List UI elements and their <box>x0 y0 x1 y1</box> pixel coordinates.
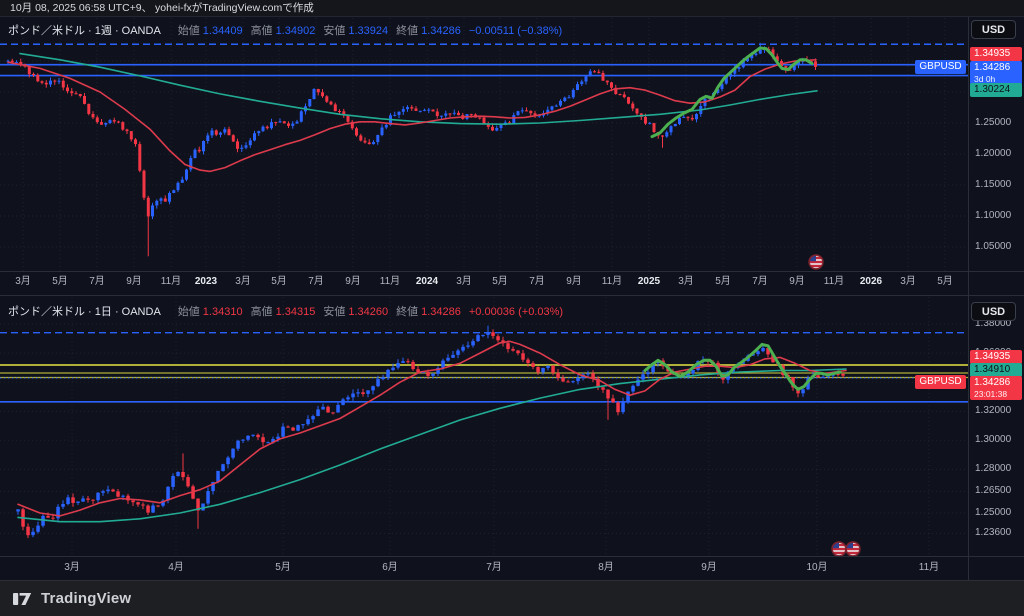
close-label: 終値 <box>396 306 419 318</box>
high-value: 1.34315 <box>275 306 316 318</box>
daily-ma_green-line <box>643 342 842 391</box>
economic-event-flag-icon[interactable] <box>832 542 846 556</box>
economic-event-flag-icon[interactable] <box>809 255 823 269</box>
open-value: 1.34310 <box>202 306 243 318</box>
economic-event-flag-icon[interactable] <box>846 542 860 556</box>
weekly-price-scale[interactable] <box>968 18 1024 272</box>
daily-ma_red-line <box>17 340 847 517</box>
weekly-time-axis[interactable] <box>0 272 968 295</box>
tradingview-brand-text[interactable]: TradingView <box>41 590 132 607</box>
change-value: −0.00511 (−0.38%) <box>468 25 563 37</box>
daily-chart-legend[interactable]: ポンド／米ドル · 1日 · OANDA 始値 1.34310 高値 1.34315 安値… <box>8 303 563 319</box>
close-value: 1.34286 <box>421 306 461 318</box>
open-label: 始値 <box>177 306 200 318</box>
low-value: 1.34260 <box>348 306 389 318</box>
open-label: 始値 <box>177 25 200 37</box>
daily-symbol-title: ポンド／米ドル · 1日 · OANDA <box>8 306 161 318</box>
change-value: +0.00036 (+0.03%) <box>468 306 564 318</box>
daily-grid <box>0 297 968 557</box>
weekly-ma_green-line <box>650 46 814 139</box>
weekly-symbol-title: ポンド／米ドル · 1週 · OANDA <box>8 25 161 37</box>
creation-info-text: 10月 08, 2025 06:58 UTC+9、 yohei-fxがTradi… <box>10 2 314 14</box>
daily-horizontal-lines[interactable] <box>0 332 968 403</box>
close-value: 1.34286 <box>421 25 461 37</box>
event-flag-ring <box>845 541 861 557</box>
daily-price-scale[interactable] <box>968 297 1024 557</box>
weekly-ma_teal-line <box>19 52 818 125</box>
low-label: 安値 <box>323 25 346 37</box>
weekly-chart-plot-area[interactable] <box>0 18 968 272</box>
charts-canvas <box>0 17 1024 580</box>
tradingview-logo-icon[interactable] <box>13 591 32 607</box>
daily-time-axis[interactable] <box>0 557 968 579</box>
high-label: 高値 <box>250 306 273 318</box>
weekly-chart-legend[interactable]: ポンド／米ドル · 1週 · OANDA 始値 1.34409 高値 1.34902 安値… <box>8 22 562 38</box>
creation-info-bar: 10月 08, 2025 06:58 UTC+9、 yohei-fxがTradi… <box>0 0 1024 17</box>
daily-currency-button[interactable]: USD <box>971 302 1016 321</box>
weekly-currency-button[interactable]: USD <box>971 20 1016 39</box>
close-label: 終値 <box>396 25 419 37</box>
daily-chart-plot-area[interactable] <box>0 297 968 557</box>
high-value: 1.34902 <box>275 25 316 37</box>
open-value: 1.34409 <box>202 25 243 37</box>
low-label: 安値 <box>323 306 346 318</box>
event-flag-ring <box>808 254 824 270</box>
weekly-horizontal-lines[interactable] <box>0 43 968 77</box>
footer-bar: TradingView <box>0 580 1024 616</box>
low-value: 1.33924 <box>348 25 389 37</box>
weekly-ma_red-line <box>7 58 817 173</box>
high-label: 高値 <box>250 25 273 37</box>
